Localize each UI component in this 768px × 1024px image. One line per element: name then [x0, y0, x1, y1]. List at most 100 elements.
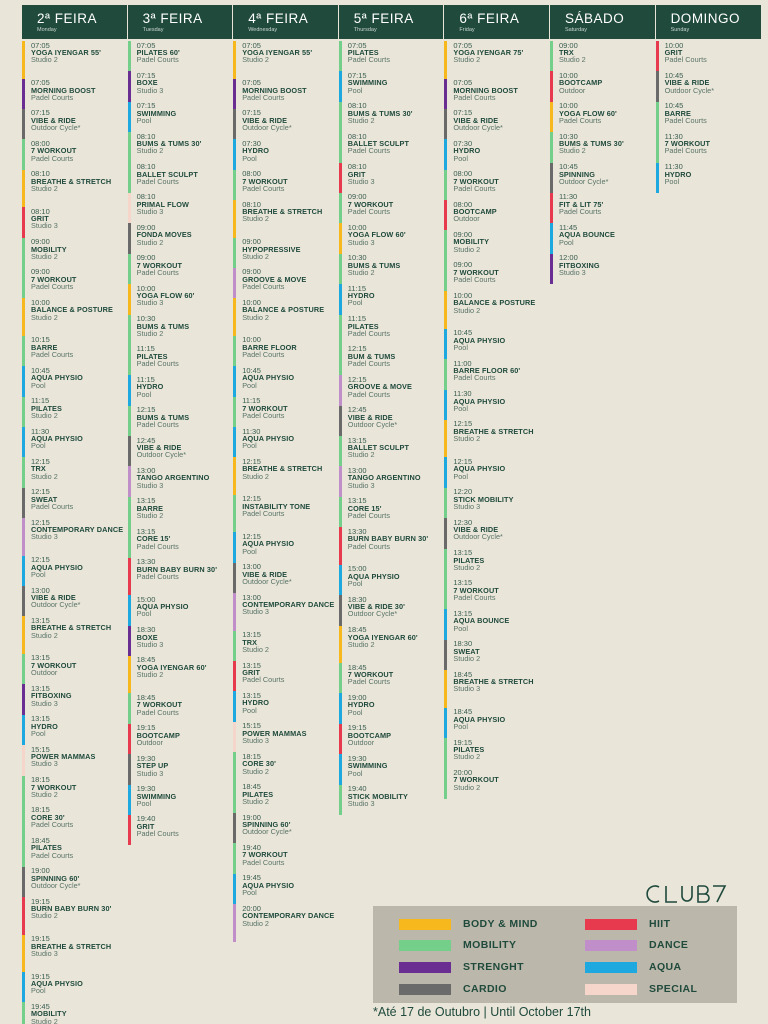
class-entry[interactable]: 10:00 BALANCE & POSTURE Studio 2: [444, 291, 547, 329]
class-entry[interactable]: 10:45 AQUA PHYSIO Pool: [444, 328, 547, 360]
class-entry[interactable]: 12:45 VIBE & RIDE Outdoor Cycle*: [338, 405, 442, 437]
class-entry[interactable]: 07:15 BOXE Studio 3: [127, 71, 231, 102]
class-entry[interactable]: 11:30 FIT & LIT 75' Padel Courts: [549, 192, 653, 224]
class-entry[interactable]: 07:05 YOGA IYENGAR 55' Studio 2: [22, 41, 125, 79]
class-entry[interactable]: 19:15 BREATHE & STRETCH Studio 3: [22, 934, 125, 973]
class-entry[interactable]: 11:15 HYDRO Pool: [127, 375, 231, 406]
class-entry[interactable]: 18:45 YOGA IYENGAR 60' Studio 2: [127, 655, 231, 694]
class-entry[interactable]: 09:00 MOBILITY Studio 2: [22, 237, 125, 268]
class-entry[interactable]: 19:15 BOOTCAMP Outdoor: [338, 723, 442, 755]
class-entry[interactable]: 10:00 BOOTCAMP Outdoor: [549, 71, 653, 102]
class-entry[interactable]: 11:45 AQUA BOUNCE Pool: [549, 223, 653, 254]
class-entry[interactable]: 13:15 CORE 15' Padel Courts: [338, 496, 442, 528]
class-entry[interactable]: 07:05 MORNING BOOST Padel Courts: [444, 78, 547, 109]
class-entry[interactable]: 19:45 AQUA PHYSIO Pool: [233, 873, 336, 905]
class-entry[interactable]: 13:30 BURN BABY BURN 30' Padel Courts: [338, 527, 442, 565]
class-entry[interactable]: 18:30 BOXE Studio 3: [127, 625, 231, 656]
class-entry[interactable]: 10:00 GRIT Padel Courts: [655, 41, 759, 72]
class-entry[interactable]: 18:45 7 WORKOUT Padel Courts: [127, 693, 231, 724]
class-entry[interactable]: 12:00 FITBOXING Studio 3: [549, 253, 653, 285]
class-entry[interactable]: 15:15 POWER MAMMAS Studio 3: [22, 745, 125, 776]
class-entry[interactable]: 19:40 7 WORKOUT Padel Courts: [233, 843, 336, 874]
class-entry[interactable]: 08:10 BREATHE & STRETCH Studio 2: [22, 169, 125, 208]
class-entry[interactable]: 19:00 HYDRO Pool: [338, 693, 442, 724]
class-entry[interactable]: 13:15 BALLET SCULPT Studio 2: [338, 436, 442, 467]
class-entry[interactable]: 09:00 7 WORKOUT Padel Courts: [127, 253, 231, 285]
class-entry[interactable]: 08:10 BUMS & TUMS 30' Studio 2: [127, 132, 231, 163]
class-entry[interactable]: 08:00 7 WORKOUT Padel Courts: [444, 169, 547, 201]
class-entry[interactable]: 18:15 CORE 30' Padel Courts: [22, 805, 125, 837]
class-entry[interactable]: 18:30 VIBE & RIDE 30' Outdoor Cycle*: [338, 595, 442, 626]
class-entry[interactable]: 13:30 BURN BABY BURN 30' Padel Courts: [127, 557, 231, 596]
class-entry[interactable]: 12:15 INSTABILITY TONE Padel Courts: [233, 494, 336, 533]
class-entry[interactable]: 12:45 VIBE & RIDE Outdoor Cycle*: [127, 436, 231, 467]
class-entry[interactable]: 11:30 AQUA PHYSIO Pool: [444, 389, 547, 420]
class-entry[interactable]: 13:15 BARRE Studio 2: [127, 496, 231, 528]
class-entry[interactable]: 11:30 HYDRO Pool: [655, 162, 759, 193]
class-entry[interactable]: 10:45 AQUA PHYSIO Pool: [233, 366, 336, 397]
class-entry[interactable]: 12:20 STICK MOBILITY Studio 3: [444, 487, 547, 519]
class-entry[interactable]: 19:40 GRIT Padel Courts: [127, 814, 231, 846]
class-entry[interactable]: 10:45 BARRE Padel Courts: [655, 101, 759, 133]
class-entry[interactable]: 09:00 7 WORKOUT Padel Courts: [338, 192, 442, 224]
class-entry[interactable]: 10:30 BUMS & TUMS Studio 2: [127, 314, 231, 345]
class-entry[interactable]: 20:00 7 WORKOUT Studio 2: [444, 768, 547, 799]
class-entry[interactable]: 13:15 GRIT Padel Courts: [233, 661, 336, 692]
class-entry[interactable]: 20:00 CONTEMPORARY DANCE Studio 2: [233, 904, 336, 942]
class-entry[interactable]: 13:15 AQUA BOUNCE Pool: [444, 609, 547, 640]
class-entry[interactable]: 13:15 7 WORKOUT Padel Courts: [444, 578, 547, 610]
class-entry[interactable]: 07:15 VIBE & RIDE Outdoor Cycle*: [22, 108, 125, 140]
class-entry[interactable]: 07:05 MORNING BOOST Padel Courts: [233, 78, 336, 109]
class-entry[interactable]: 09:00 TRX Studio 2: [549, 41, 653, 72]
class-entry[interactable]: 09:00 MOBILITY Studio 2: [444, 230, 547, 261]
class-entry[interactable]: 18:45 YOGA IYENGAR 60' Studio 2: [338, 625, 442, 664]
class-entry[interactable]: 12:15 SWEAT Padel Courts: [22, 487, 125, 519]
class-entry[interactable]: 08:10 BUMS & TUMS 30' Studio 2: [338, 101, 442, 133]
class-entry[interactable]: 12:15 AQUA PHYSIO Pool: [233, 532, 336, 563]
class-entry[interactable]: 09:00 FONDA MOVES Studio 2: [127, 223, 231, 254]
class-entry[interactable]: 19:00 SPINNING 60' Outdoor Cycle*: [233, 813, 336, 844]
class-entry[interactable]: 09:00 7 WORKOUT Padel Courts: [22, 267, 125, 299]
class-entry[interactable]: 15:15 POWER MAMMAS Studio 3: [233, 721, 336, 753]
class-entry[interactable]: 15:00 AQUA PHYSIO Pool: [127, 595, 231, 626]
class-entry[interactable]: 09:00 GROOVE & MOVE Padel Courts: [233, 267, 336, 299]
class-entry[interactable]: 19:15 AQUA PHYSIO Pool: [22, 972, 125, 1003]
class-entry[interactable]: 11:15 HYDRO Pool: [338, 284, 442, 315]
class-entry[interactable]: 10:30 BUMS & TUMS Studio 2: [338, 253, 442, 285]
class-entry[interactable]: 12:30 VIBE & RIDE Outdoor Cycle*: [444, 518, 547, 549]
class-entry[interactable]: 13:15 HYDRO Pool: [233, 691, 336, 722]
class-entry[interactable]: 12:15 BUM & TUMS Padel Courts: [338, 344, 442, 376]
class-entry[interactable]: 10:45 VIBE & RIDE Outdoor Cycle*: [655, 71, 759, 102]
class-entry[interactable]: 10:00 BALANCE & POSTURE Studio 2: [22, 298, 125, 336]
class-entry[interactable]: 07:05 PILATES Padel Courts: [338, 41, 442, 72]
class-entry[interactable]: 08:10 BREATHE & STRETCH Studio 2: [233, 200, 336, 238]
class-entry[interactable]: 13:00 CONTEMPORARY DANCE Studio 3: [233, 593, 336, 631]
class-entry[interactable]: 08:00 7 WORKOUT Padel Courts: [22, 139, 125, 170]
class-entry[interactable]: 08:00 BOOTCAMP Outdoor: [444, 200, 547, 231]
class-entry[interactable]: 12:15 BREATHE & STRETCH Studio 2: [444, 419, 547, 458]
class-entry[interactable]: 08:10 BALLET SCULPT Padel Courts: [127, 162, 231, 193]
class-entry[interactable]: 13:00 TANGO ARGENTINO Studio 3: [127, 466, 231, 497]
class-entry[interactable]: 08:10 BALLET SCULPT Padel Courts: [338, 132, 442, 163]
class-entry[interactable]: 10:30 BUMS & TUMS 30' Studio 2: [549, 132, 653, 163]
class-entry[interactable]: 07:30 HYDRO Pool: [444, 139, 547, 170]
class-entry[interactable]: 10:45 AQUA PHYSIO Pool: [22, 366, 125, 397]
class-entry[interactable]: 10:00 YOGA FLOW 60' Studio 3: [338, 223, 442, 254]
class-entry[interactable]: 08:10 PRIMAL FLOW Studio 3: [127, 192, 231, 224]
class-entry[interactable]: 12:15 BREATHE & STRETCH Studio 2: [233, 457, 336, 495]
class-entry[interactable]: 13:15 TRX Studio 2: [233, 630, 336, 662]
class-entry[interactable]: 09:00 HYPOPRESSIVE Studio 2: [233, 237, 336, 268]
class-entry[interactable]: 19:30 STEP UP Studio 3: [127, 754, 231, 785]
class-entry[interactable]: 10:45 SPINNING Outdoor Cycle*: [549, 162, 653, 193]
class-entry[interactable]: 08:10 GRIT Studio 3: [22, 207, 125, 238]
class-entry[interactable]: 19:00 SPINNING 60' Outdoor Cycle*: [22, 866, 125, 898]
class-entry[interactable]: 07:15 VIBE & RIDE Outdoor Cycle*: [233, 108, 336, 140]
class-entry[interactable]: 07:05 PILATES 60' Padel Courts: [127, 41, 231, 72]
class-entry[interactable]: 11:00 BARRE FLOOR 60' Padel Courts: [444, 359, 547, 390]
class-entry[interactable]: 11:15 PILATES Padel Courts: [338, 314, 442, 345]
class-entry[interactable]: 19:45 MOBILITY Studio 2: [22, 1002, 125, 1024]
class-entry[interactable]: 13:00 TANGO ARGENTINO Studio 3: [338, 466, 442, 497]
class-entry[interactable]: 19:15 BOOTCAMP Outdoor: [127, 723, 231, 755]
class-entry[interactable]: 13:00 VIBE & RIDE Outdoor Cycle*: [22, 586, 125, 617]
class-entry[interactable]: 18:15 CORE 30' Studio 2: [233, 752, 336, 783]
